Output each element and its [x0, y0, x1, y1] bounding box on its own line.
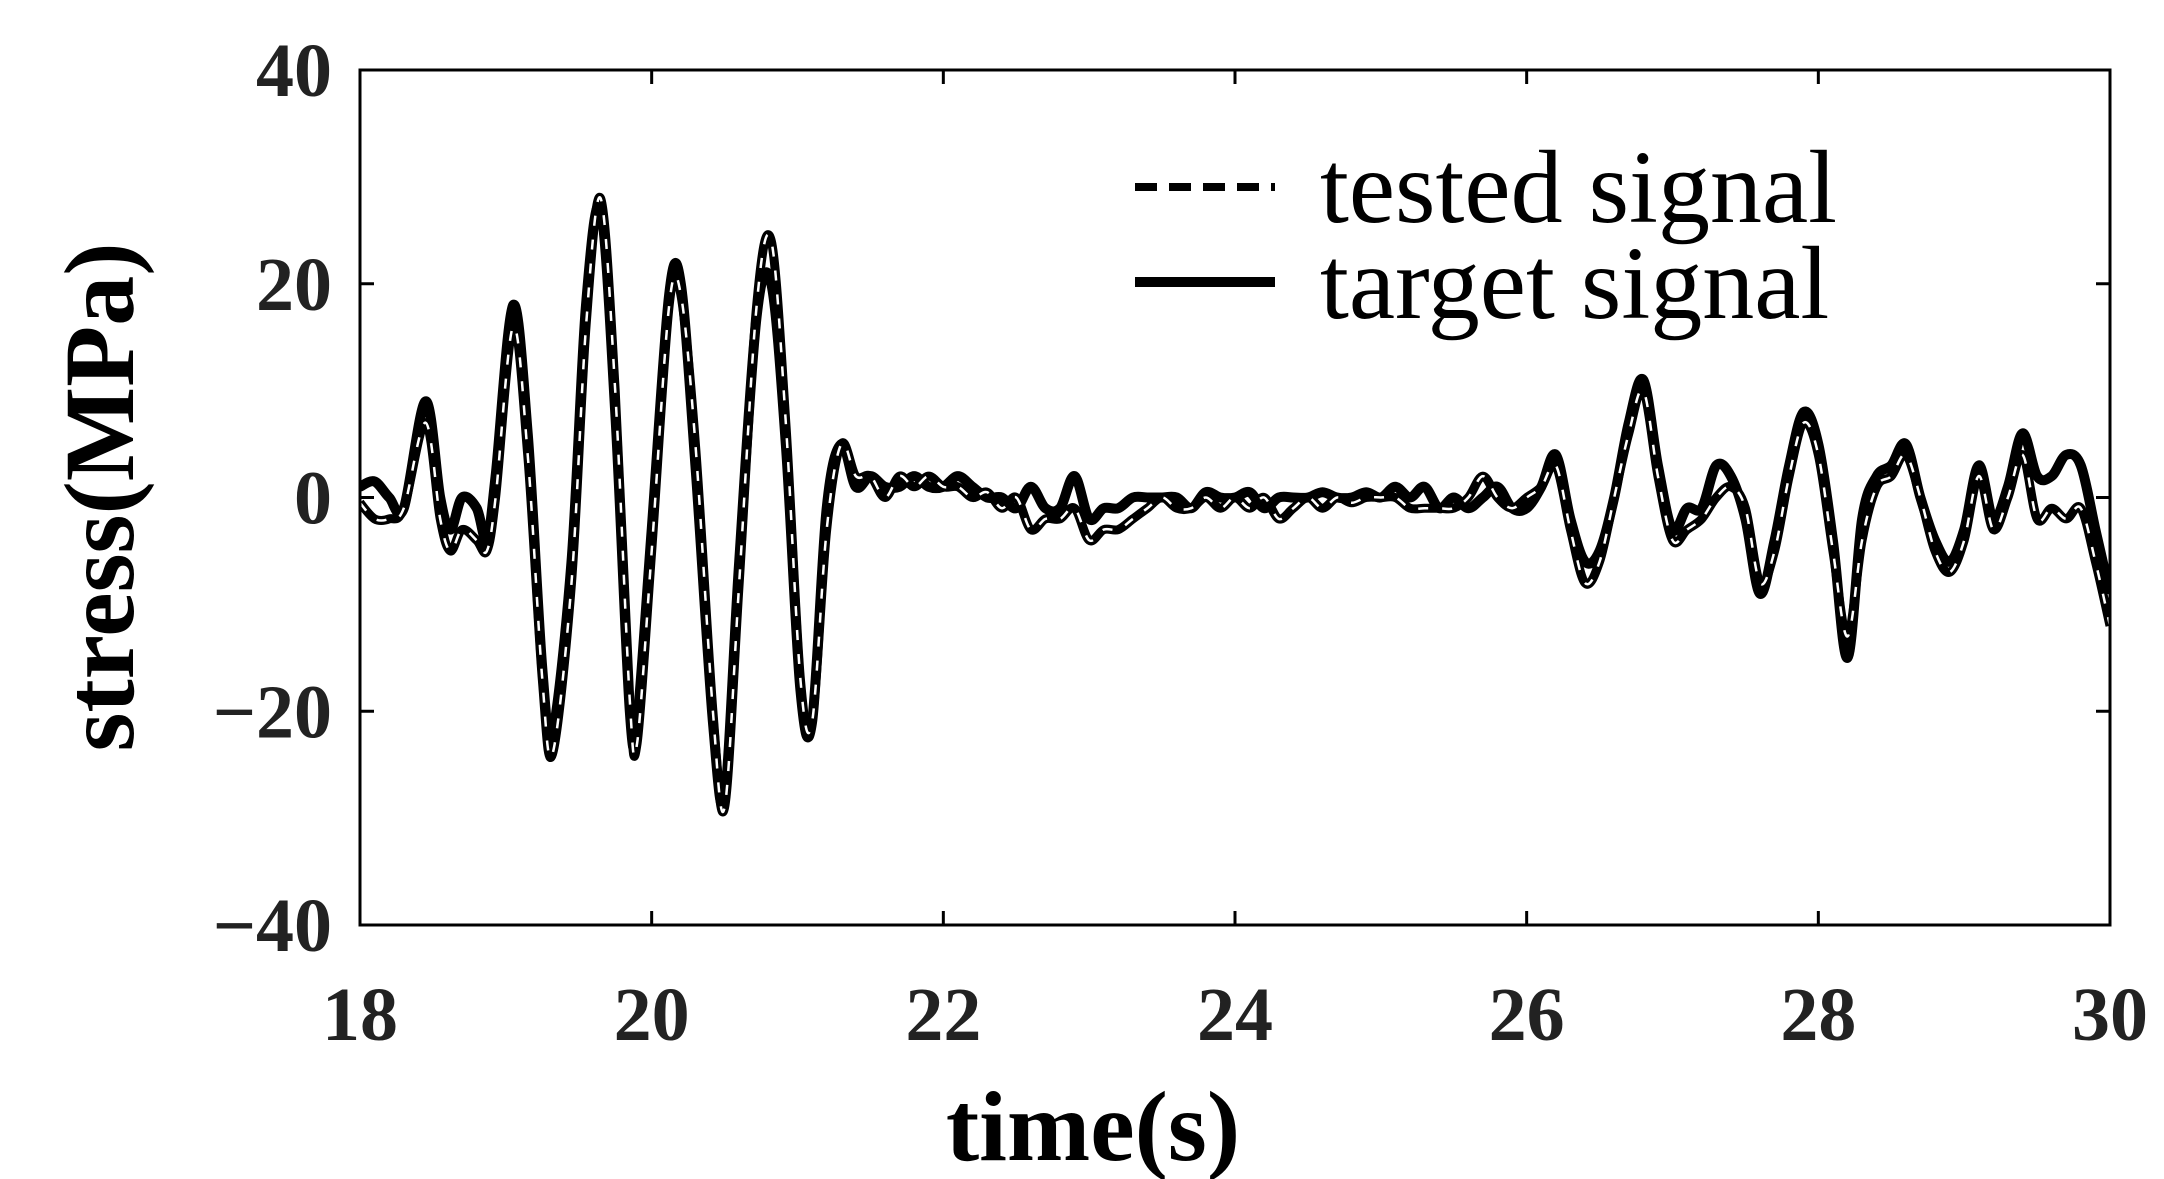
- legend-label-target: target signal: [1320, 226, 1829, 341]
- series-line-target: [360, 200, 2110, 810]
- axis-ticks: [358, 68, 2112, 927]
- x-axis-label: time(s): [946, 1071, 1240, 1179]
- series-line-tested-dash: [360, 196, 2110, 814]
- y-tick-label: −20: [213, 670, 332, 754]
- y-tick-label: 0: [294, 457, 332, 541]
- y-tick-label: 40: [256, 29, 332, 113]
- y-tick-label: −40: [213, 884, 332, 968]
- x-tick-label: 30: [2072, 973, 2148, 1057]
- legend: tested signal target signal: [1135, 130, 1837, 341]
- x-tick-label: 18: [322, 973, 398, 1057]
- y-axis-label: stress(MPa): [44, 242, 155, 751]
- x-tick-label: 22: [905, 973, 981, 1057]
- x-tick-label: 24: [1197, 973, 1273, 1057]
- x-tick-label: 20: [614, 973, 690, 1057]
- plot-area: [360, 192, 2110, 817]
- y-tick-label: 20: [256, 243, 332, 327]
- tick-labels: 18 20 22 24 26 28 30 −40 −20 0 20 40: [213, 29, 2148, 1057]
- legend-label-tested: tested signal: [1320, 130, 1837, 245]
- x-tick-label: 28: [1780, 973, 1856, 1057]
- x-tick-label: 26: [1489, 973, 1565, 1057]
